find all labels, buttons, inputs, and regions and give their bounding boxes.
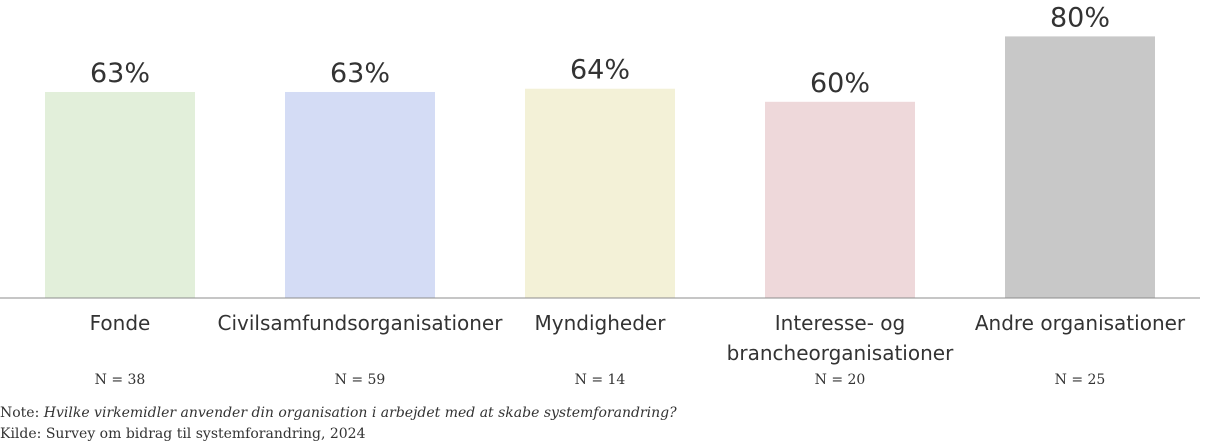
value-label: 80%: [1050, 2, 1110, 33]
value-label: 64%: [570, 55, 630, 86]
value-label: 63%: [330, 58, 390, 89]
category-label: Myndigheder: [535, 311, 667, 335]
value-label: 63%: [90, 58, 150, 89]
n-label: N = 25: [1055, 372, 1106, 388]
note-prefix: Note:: [0, 405, 44, 421]
category-label: Fonde: [90, 311, 151, 335]
bar-3: [525, 88, 675, 298]
bar-4: [765, 101, 915, 298]
note-question: Hvilke virkemidler anvender din organisa…: [43, 405, 677, 421]
bar-5: [1005, 36, 1155, 299]
bar-1: [45, 91, 195, 299]
value-label: 60%: [810, 68, 870, 99]
category-label: Andre organisationer: [975, 311, 1186, 335]
category-label: brancheorganisationer: [727, 341, 954, 365]
chart-source: Kilde: Survey om bidrag til systemforand…: [0, 426, 366, 442]
bar-chart: 63% Fonde N = 38 63% Civilsamfundsorganisati…: [0, 2, 1200, 388]
category-label: Interesse- og: [775, 311, 905, 335]
chart-note: Note: Hvilke virkemidler anvender din or…: [0, 404, 677, 422]
n-label: N = 14: [575, 372, 626, 388]
bar-2: [285, 91, 435, 299]
n-label: N = 38: [95, 372, 146, 388]
n-label: N = 20: [815, 372, 866, 388]
n-label: N = 59: [335, 372, 386, 388]
category-label: Civilsamfundsorganisationer: [218, 311, 504, 335]
